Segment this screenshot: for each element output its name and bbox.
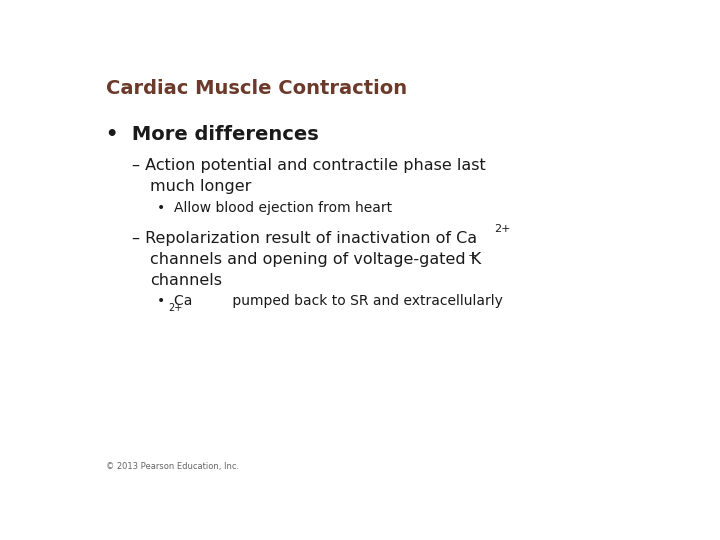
Text: 2+: 2+ <box>168 303 182 313</box>
Text: channels and opening of voltage-gated K: channels and opening of voltage-gated K <box>150 252 481 267</box>
Text: – Repolarization result of inactivation of Ca: – Repolarization result of inactivation … <box>132 231 477 246</box>
Text: – Action potential and contractile phase last: – Action potential and contractile phase… <box>132 158 485 173</box>
Text: •  Ca: • Ca <box>157 294 192 308</box>
Text: channels: channels <box>150 273 222 288</box>
Text: Cardiac Muscle Contraction: Cardiac Muscle Contraction <box>106 79 407 98</box>
Text: •  More differences: • More differences <box>106 125 318 144</box>
Text: 2+: 2+ <box>494 224 510 234</box>
Text: •  Allow blood ejection from heart: • Allow blood ejection from heart <box>157 201 392 215</box>
Text: pumped back to SR and extracellularly: pumped back to SR and extracellularly <box>228 294 503 308</box>
Text: much longer: much longer <box>150 179 251 194</box>
Text: +: + <box>468 251 477 261</box>
Text: © 2013 Pearson Education, Inc.: © 2013 Pearson Education, Inc. <box>106 462 239 471</box>
